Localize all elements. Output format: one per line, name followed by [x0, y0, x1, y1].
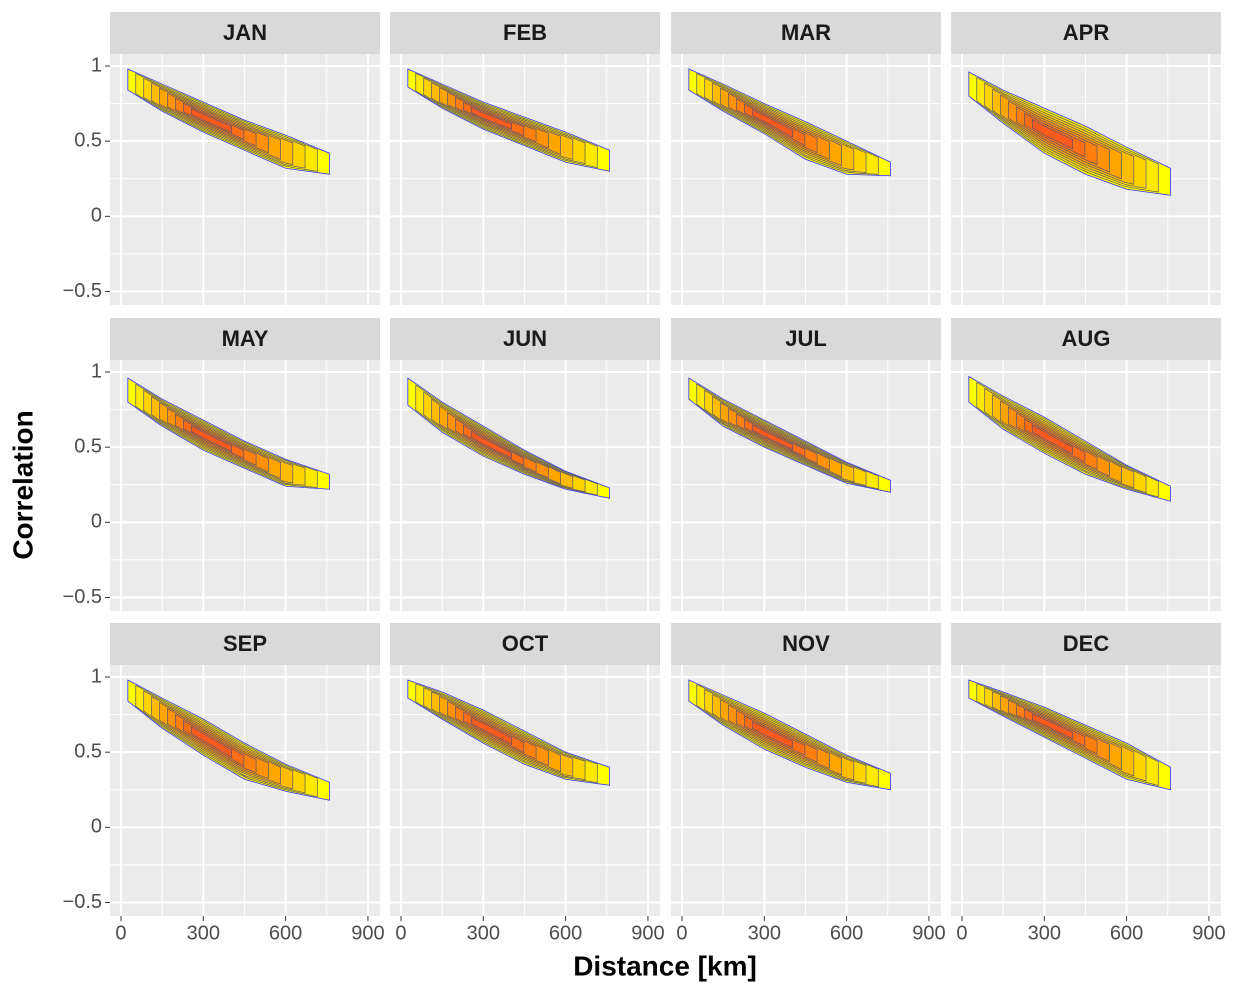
density-contour: [1031, 118, 1073, 150]
panel: [110, 54, 380, 305]
x-tick-label: 600: [830, 922, 863, 944]
x-tick-label: 300: [467, 922, 500, 944]
panel: [110, 360, 380, 611]
panel-title: NOV: [782, 631, 830, 656]
panel: [951, 665, 1221, 916]
panel-strip: [951, 623, 1221, 665]
panel-title: JAN: [223, 20, 267, 45]
x-tick-label: 900: [631, 922, 664, 944]
panel-strip: [390, 623, 660, 665]
panel-title: AUG: [1062, 326, 1111, 351]
density-contour: [190, 726, 232, 758]
y-tick-label: 0: [91, 205, 102, 227]
x-tick-label: 300: [1028, 922, 1061, 944]
panel: [671, 54, 941, 305]
x-axis-title: Distance [km]: [573, 950, 757, 981]
panel-title: MAY: [222, 326, 269, 351]
y-tick-label: −0.5: [63, 891, 102, 913]
panel-title: JUL: [785, 326, 827, 351]
y-tick-label: 0: [91, 816, 102, 838]
panel-strip: [110, 623, 380, 665]
density-contour: [470, 430, 512, 459]
x-tick-label: 300: [748, 922, 781, 944]
x-tick-label: 0: [395, 922, 406, 944]
x-tick-label: 600: [269, 922, 302, 944]
density-contour: [190, 425, 232, 452]
y-tick-label: −0.5: [63, 280, 102, 302]
panel: [951, 54, 1221, 305]
y-axis-title: Correlation: [7, 410, 38, 559]
panel-strip: [671, 12, 941, 54]
x-tick-label: 600: [549, 922, 582, 944]
panel-title: DEC: [1063, 631, 1110, 656]
x-tick-label: 0: [676, 922, 687, 944]
y-tick-label: 1: [91, 665, 102, 687]
density-contour: [751, 424, 793, 451]
density-contour: [751, 720, 793, 749]
panel: [390, 360, 660, 611]
panel-strip: [110, 12, 380, 54]
panel-title: OCT: [502, 631, 549, 656]
panel-strip: [951, 12, 1221, 54]
panel-title: JUN: [503, 326, 547, 351]
y-tick-label: 1: [91, 360, 102, 382]
density-contour: [1031, 424, 1073, 455]
x-tick-label: 300: [187, 922, 220, 944]
density-contour: [1031, 713, 1073, 740]
y-tick-label: 0.5: [74, 740, 102, 762]
panel: [390, 54, 660, 305]
panel-title: FEB: [503, 20, 547, 45]
panel: [671, 665, 941, 916]
panel: [110, 665, 380, 916]
panel-title: APR: [1063, 20, 1110, 45]
panel: [671, 360, 941, 611]
panel: [951, 360, 1221, 611]
x-tick-label: 900: [1192, 922, 1225, 944]
panel: [390, 665, 660, 916]
panel-title: SEP: [223, 631, 267, 656]
density-contour: [190, 107, 232, 134]
density-contour: [751, 108, 793, 138]
panel-strip: [110, 318, 380, 360]
panel-strip: [390, 12, 660, 54]
panel-strip: [671, 623, 941, 665]
y-tick-label: 0.5: [74, 129, 102, 151]
panel-strip: [951, 318, 1221, 360]
x-tick-label: 0: [115, 922, 126, 944]
panel-strip: [390, 318, 660, 360]
y-tick-label: −0.5: [63, 586, 102, 608]
x-tick-label: 900: [912, 922, 945, 944]
density-contour: [470, 106, 512, 130]
panel-title: MAR: [781, 20, 831, 45]
y-tick-label: 1: [91, 54, 102, 76]
x-tick-label: 600: [1110, 922, 1143, 944]
x-tick-label: 900: [351, 922, 384, 944]
density-contour: [470, 716, 512, 745]
x-tick-label: 0: [956, 922, 967, 944]
y-tick-label: 0.5: [74, 435, 102, 457]
density-envelope: [407, 377, 610, 499]
y-tick-label: 0: [91, 511, 102, 533]
panel-strip: [671, 318, 941, 360]
